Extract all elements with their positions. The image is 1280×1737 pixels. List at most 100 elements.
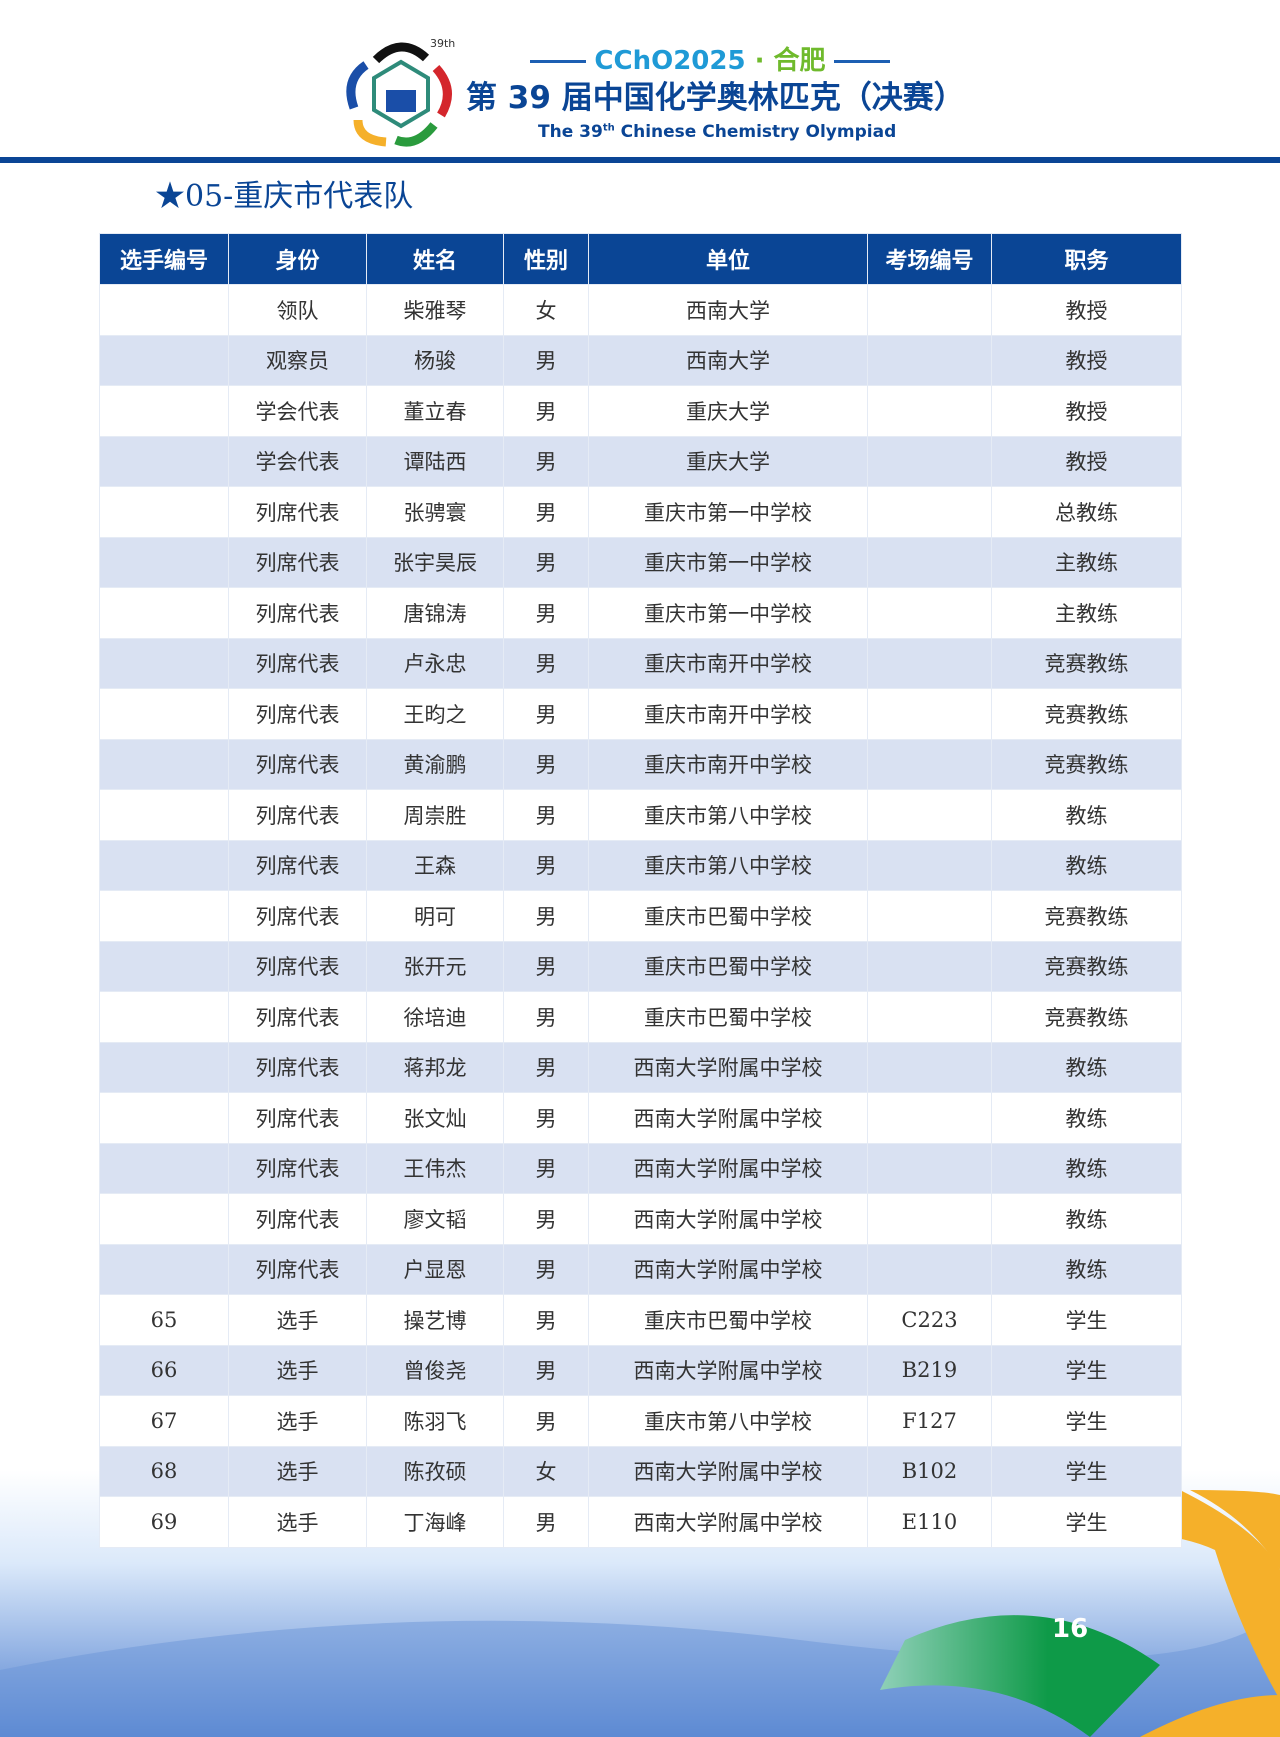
table-cell: 列席代表 <box>228 1142 367 1194</box>
table-row: 列席代表 徐培迪男重庆市巴蜀中学校 竞赛教练 <box>99 991 1182 1043</box>
table-cell: 西南大学附属中学校 <box>588 1445 868 1497</box>
table-cell: 教授 <box>991 284 1182 336</box>
table-cell <box>867 1041 992 1093</box>
table-cell <box>867 991 992 1043</box>
table-cell: 列席代表 <box>228 536 367 588</box>
table-cell: 重庆大学 <box>588 385 868 437</box>
table-cell: 男 <box>503 1294 589 1346</box>
table-cell: 总教练 <box>991 486 1182 538</box>
table-cell: 教练 <box>991 1193 1182 1245</box>
table-row: 列席代表 王伟杰男西南大学附属中学校 教练 <box>99 1142 1182 1194</box>
table-cell: 选手 <box>228 1395 367 1447</box>
table-cell: 重庆大学 <box>588 435 868 487</box>
table-cell: 黄渝鹏 <box>366 738 504 790</box>
table-row: 观察员 杨骏男西南大学 教授 <box>99 334 1182 386</box>
table-cell: 唐锦涛 <box>366 587 504 639</box>
table-cell: 男 <box>503 1395 589 1447</box>
table-cell: 柴雅琴 <box>366 284 504 336</box>
table-row: 学会代表 董立春男重庆大学 教授 <box>99 385 1182 437</box>
divider <box>530 60 587 63</box>
table-cell: 男 <box>503 1142 589 1194</box>
table-row: 列席代表 廖文韬男西南大学附属中学校 教练 <box>99 1193 1182 1245</box>
table-cell <box>99 284 229 336</box>
divider <box>833 60 890 63</box>
table-cell <box>99 486 229 538</box>
table-cell: 重庆市第一中学校 <box>588 587 868 639</box>
table-cell <box>867 738 992 790</box>
table-cell <box>99 587 229 639</box>
table-cell: 户显恩 <box>366 1243 504 1295</box>
table-cell: 男 <box>503 435 589 487</box>
table-row: 列席代表 张宇昊辰男重庆市第一中学校 主教练 <box>99 536 1182 588</box>
event-banner: CChO2025 · 合肥 <box>480 46 940 76</box>
table-cell: 学生 <box>991 1395 1182 1447</box>
table-cell: 重庆市巴蜀中学校 <box>588 940 868 992</box>
column-header: 考场编号 <box>867 233 992 285</box>
table-cell: 重庆市南开中学校 <box>588 738 868 790</box>
table-cell <box>99 1243 229 1295</box>
table-cell: 男 <box>503 1243 589 1295</box>
table-cell <box>99 1092 229 1144</box>
table-row: 66 选手 曾俊尧男西南大学附属中学校 B219 学生 <box>99 1344 1182 1396</box>
table-cell: 男 <box>503 940 589 992</box>
table-cell: 列席代表 <box>228 738 367 790</box>
column-header: 选手编号 <box>99 233 229 285</box>
table-cell: 西南大学附属中学校 <box>588 1193 868 1245</box>
table-cell: 选手 <box>228 1445 367 1497</box>
table-cell: 男 <box>503 536 589 588</box>
table-cell: 男 <box>503 587 589 639</box>
table-cell: 教练 <box>991 1243 1182 1295</box>
table-cell <box>867 1142 992 1194</box>
table-cell: 教授 <box>991 334 1182 386</box>
table-cell <box>99 385 229 437</box>
table-cell: 教授 <box>991 385 1182 437</box>
table-cell: 66 <box>99 1344 229 1396</box>
table-row: 列席代表 黄渝鹏男重庆市南开中学校 竞赛教练 <box>99 738 1182 790</box>
table-cell: 西南大学附属中学校 <box>588 1344 868 1396</box>
table-row: 67 选手 陈羽飞男重庆市第八中学校 F127 学生 <box>99 1395 1182 1447</box>
table-cell <box>867 435 992 487</box>
table-cell <box>867 940 992 992</box>
table-cell: 西南大学 <box>588 334 868 386</box>
table-cell: 男 <box>503 1344 589 1396</box>
table-cell: 男 <box>503 688 589 740</box>
table-cell <box>867 385 992 437</box>
table-row: 列席代表 王昀之男重庆市南开中学校 竞赛教练 <box>99 688 1182 740</box>
table-cell <box>867 890 992 942</box>
table-cell: 学生 <box>991 1496 1182 1548</box>
table-row: 列席代表 明可男重庆市巴蜀中学校 竞赛教练 <box>99 890 1182 942</box>
table-cell: 西南大学附属中学校 <box>588 1142 868 1194</box>
table-cell: 男 <box>503 385 589 437</box>
table-cell: 重庆市巴蜀中学校 <box>588 1294 868 1346</box>
event-city: 合肥 <box>773 46 826 76</box>
table-cell <box>867 284 992 336</box>
table-cell: 重庆市第八中学校 <box>588 839 868 891</box>
table-row: 列席代表 卢永忠男重庆市南开中学校 竞赛教练 <box>99 637 1182 689</box>
table-cell: 学生 <box>991 1344 1182 1396</box>
event-title-en: The 39th Chinese Chemistry Olympiad <box>538 121 896 143</box>
table-cell <box>867 1092 992 1144</box>
table-cell: 男 <box>503 486 589 538</box>
table-cell <box>99 738 229 790</box>
table-cell: 男 <box>503 738 589 790</box>
table-cell <box>99 1041 229 1093</box>
table-cell: 男 <box>503 789 589 841</box>
table-cell: 操艺博 <box>366 1294 504 1346</box>
table-cell: 教练 <box>991 1041 1182 1093</box>
table-cell <box>99 839 229 891</box>
table-cell <box>867 334 992 386</box>
table-cell: 列席代表 <box>228 789 367 841</box>
table-cell: 男 <box>503 991 589 1043</box>
table-cell: 卢永忠 <box>366 637 504 689</box>
table-cell: 列席代表 <box>228 486 367 538</box>
table-cell <box>867 637 992 689</box>
table-cell: 列席代表 <box>228 1243 367 1295</box>
table-cell: 学生 <box>991 1445 1182 1497</box>
table-cell: C223 <box>867 1294 992 1346</box>
table-cell: 65 <box>99 1294 229 1346</box>
table-cell: 张骋寰 <box>366 486 504 538</box>
page-number: 16 <box>1052 1614 1089 1644</box>
table-cell <box>867 688 992 740</box>
table-cell <box>867 1193 992 1245</box>
table-cell: 男 <box>503 1041 589 1093</box>
